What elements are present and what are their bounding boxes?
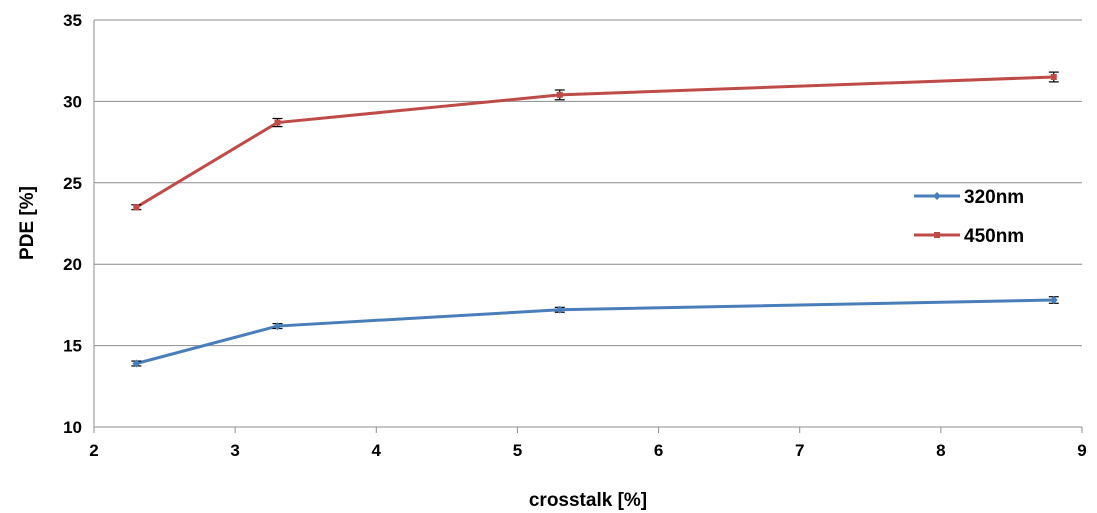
y-tick-label: 30 [63,92,82,111]
series-450nm-group [131,71,1059,211]
y-tick-label: 35 [63,11,82,30]
x-tick-label: 9 [1077,441,1086,460]
grid-lines [94,19,1082,347]
legend-320nm-label: 320nm [964,187,1024,208]
series-320nm-point [555,305,564,314]
series-320nm-point [132,359,141,368]
legend: 320nm 450nm [914,187,1024,247]
series-450nm-line [134,75,1056,209]
x-tick-label: 3 [230,441,239,460]
legend-450nm-label: 450nm [964,226,1024,247]
x-tick-label: 8 [936,441,945,460]
axes [93,20,1083,433]
legend-450nm-point [934,232,940,238]
series-320nm-point [273,322,282,331]
x-tick-label: 2 [89,441,98,460]
y-tick-label: 10 [63,418,82,437]
y-tick-label: 25 [63,174,82,193]
y-tick-label: 15 [63,337,82,356]
y-tick-label: 20 [63,255,82,274]
legend-320nm-point [933,192,941,200]
x-tick-label: 5 [513,441,522,460]
y-axis-title: PDE [%] [17,186,38,260]
x-axis-title: crosstalk [%] [529,490,647,511]
series-320nm-point [1049,296,1058,305]
x-tick-label: 6 [654,441,663,460]
series-450nm-point [274,119,281,126]
series-lines [131,71,1059,368]
series-320nm-line [134,298,1056,366]
x-tick-label: 7 [795,441,804,460]
series-320nm-group [131,296,1059,368]
series-450nm-point [133,204,140,211]
series-450nm-point [1050,73,1057,80]
tick-labels: 10 15 20 25 30 35 2 3 4 5 6 7 8 9 [63,11,1087,460]
x-tick-label: 4 [372,441,382,460]
series-450nm-point [556,91,563,98]
